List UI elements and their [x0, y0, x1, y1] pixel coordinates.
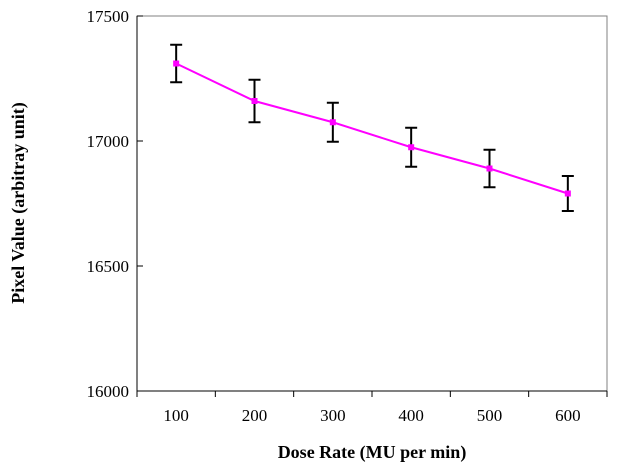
- y-tick-label: 16000: [87, 382, 130, 401]
- x-tick-label: 200: [242, 406, 268, 425]
- x-tick-label: 600: [555, 406, 581, 425]
- x-tick-label: 400: [398, 406, 424, 425]
- data-point: [251, 98, 258, 104]
- y-tick-label: 17500: [87, 7, 130, 26]
- error-bars: [170, 43, 574, 212]
- data-point: [329, 119, 336, 126]
- x-tick-label: 100: [163, 406, 189, 425]
- y-axis-title: Pixel Value (arbitray unit): [8, 102, 29, 304]
- data-points: [173, 60, 571, 197]
- data-point: [564, 190, 571, 197]
- series-line: [175, 62, 569, 195]
- axis-ticks: [136, 15, 608, 397]
- data-point: [408, 144, 415, 151]
- x-tick-label: 300: [320, 406, 346, 425]
- y-tick-label: 16500: [87, 257, 130, 276]
- data-point: [173, 60, 180, 67]
- x-tick-label: 500: [477, 406, 503, 425]
- y-tick-label: 17000: [87, 132, 130, 151]
- data-point: [486, 165, 493, 172]
- x-axis-title: Dose Rate (MU per min): [278, 442, 467, 463]
- plot-frame: [136, 15, 608, 392]
- tick-labels: 16000 16500 17000 17500 100 200 300 400 500 600: [87, 7, 581, 425]
